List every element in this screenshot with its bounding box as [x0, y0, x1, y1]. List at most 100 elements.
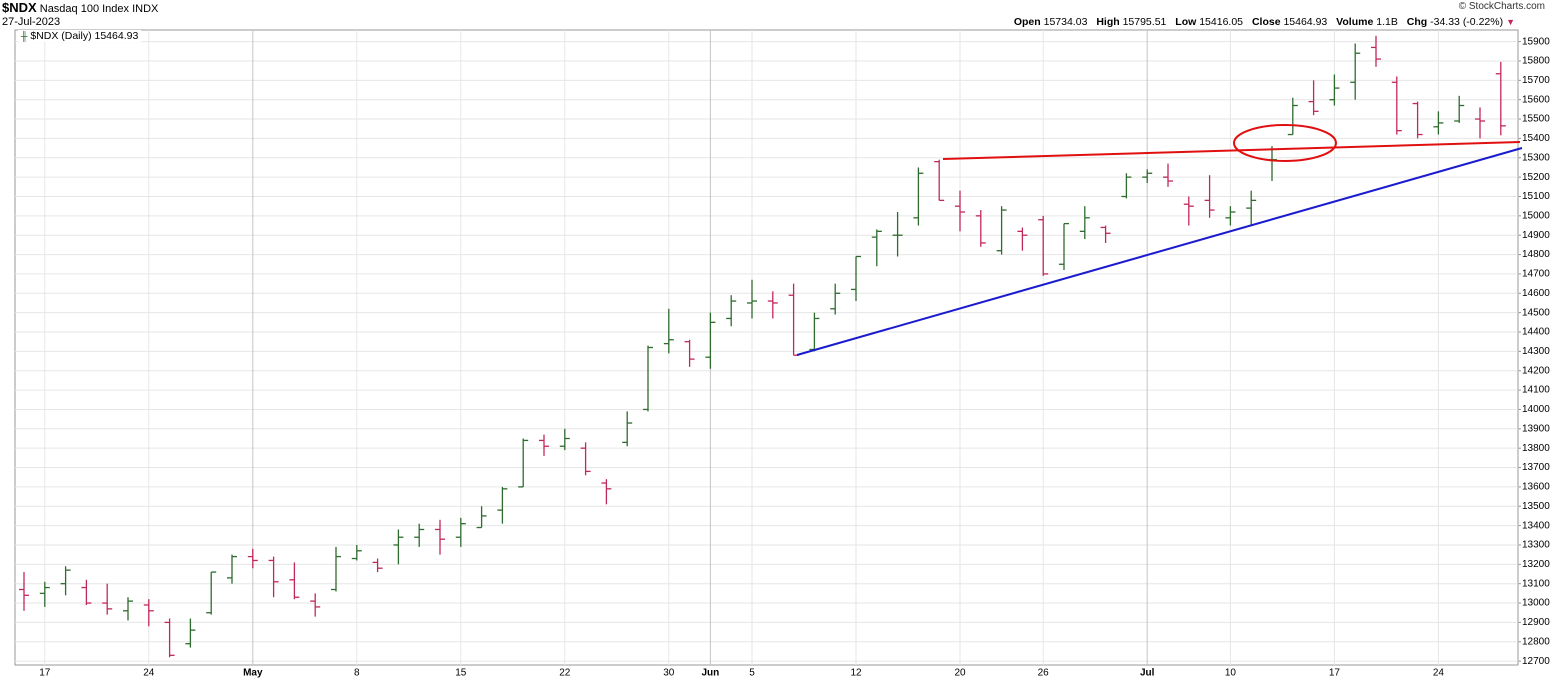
ohlc-bar: [1454, 95, 1465, 123]
quote-label: Volume: [1336, 16, 1374, 28]
x-axis: 17 24 May 8 15 22 30 Jun 5 12 20 26 Jul 10 17 24: [39, 668, 1444, 679]
y-tick-label: 13000: [1522, 598, 1550, 609]
x-tick-label: May: [243, 668, 263, 679]
ohlc-bar: [310, 593, 321, 617]
ohlc-bar: [19, 572, 29, 611]
copyright: © StockCharts.com: [1458, 1, 1545, 12]
ohlc-bar: [996, 206, 1007, 255]
resistance-line: [942, 141, 1521, 160]
quote-value: 1.1B: [1376, 16, 1398, 28]
date: 27-Jul-2023: [2, 16, 61, 28]
ohlc-bar: [1017, 227, 1028, 251]
ohlc-bar: [1183, 196, 1194, 226]
quote: Open 15734.03 High 15795.51 Low 15416.05…: [1008, 16, 1515, 28]
ohlc-bar: [975, 210, 986, 247]
ohlc-bar: [684, 339, 695, 367]
quote-label: Chg: [1406, 16, 1428, 28]
ohlc-bar: [559, 428, 570, 451]
y-tick-label: 15400: [1522, 133, 1550, 144]
ohlc-bar: [331, 546, 341, 592]
x-tick-label: Jul: [1140, 668, 1155, 679]
ohlc-bar: [227, 554, 237, 584]
x-tick-label: 26: [1038, 668, 1050, 679]
ohlc-bar: [476, 506, 487, 529]
support-line: [796, 147, 1523, 356]
ohlc-bar: [747, 279, 757, 319]
ohlc-bar: [1163, 163, 1173, 187]
x-tick-label: 5: [749, 668, 755, 679]
y-tick-label: 15800: [1522, 56, 1550, 67]
y-tick-label: 13100: [1522, 578, 1550, 589]
y-tick-label: 13800: [1522, 443, 1550, 454]
ohlc-bar: [518, 438, 529, 488]
y-tick-label: 15700: [1522, 75, 1550, 86]
y-tick-label: 12800: [1522, 636, 1550, 647]
y-tick-label: 15100: [1522, 191, 1550, 202]
annotations: [796, 124, 1523, 356]
ohlc-bar: [1350, 43, 1361, 100]
quote-value: 15416.05: [1199, 16, 1244, 28]
ohlc-bar: [268, 556, 279, 598]
ohlc-bar: [934, 159, 945, 202]
y-tick-label: 14300: [1522, 346, 1550, 357]
ohlc-bar: [1079, 206, 1090, 240]
quote-label: Close: [1251, 16, 1281, 28]
y-tick-label: 14700: [1522, 269, 1550, 280]
y-tick-label: 13600: [1522, 482, 1550, 493]
ohlc-bar: [123, 597, 133, 621]
bars: [19, 35, 1506, 658]
ohlc-bar: [1371, 35, 1381, 67]
x-tick-label: 17: [39, 668, 51, 679]
ohlc-bar: [830, 283, 841, 315]
legend-value: 15464.93: [94, 30, 139, 42]
y-tick-label: 14000: [1522, 404, 1550, 415]
y-tick-label: 15200: [1522, 172, 1550, 183]
y-tick-label: 13200: [1522, 559, 1550, 570]
y-tick-label: 14200: [1522, 365, 1550, 376]
legend-label: $NDX (Daily): [30, 30, 92, 42]
ohlc-bar: [393, 529, 404, 565]
x-tick-label: 10: [1225, 668, 1237, 679]
y-tick-label: 14600: [1522, 288, 1550, 299]
x-tick-label: Jun: [702, 668, 720, 679]
ohlc-bar: [767, 291, 778, 319]
ohlc-bar: [955, 190, 965, 232]
x-tick-label: 22: [559, 668, 571, 679]
ohlc-bar: [1475, 107, 1485, 139]
y-tick-label: 14800: [1522, 249, 1550, 260]
ohlc-bar: [81, 579, 92, 605]
x-tick-label: 24: [1433, 668, 1445, 679]
quote-value: 15795.51: [1122, 16, 1167, 28]
ohlc-bar: [143, 599, 154, 627]
ohlc-bar: [705, 312, 716, 369]
ohlc-bar: [1204, 175, 1215, 218]
ohlc-bar: [1100, 225, 1111, 243]
y-tick-label: 15500: [1522, 114, 1550, 125]
ohlc-bar: [580, 442, 591, 476]
ohlc-bar: [1142, 169, 1153, 183]
grid: [15, 30, 1518, 665]
y-tick-label: 15300: [1522, 152, 1550, 163]
ohlc-bar: [289, 562, 300, 600]
y-tick-label: 15900: [1522, 36, 1550, 47]
ohlc-bar: [1495, 61, 1506, 136]
y-tick-label: 13300: [1522, 540, 1550, 551]
legend-icon: ╫: [21, 31, 28, 41]
ohlc-bar: [913, 167, 924, 226]
y-tick-label: 14400: [1522, 327, 1550, 338]
exchange: INDX: [132, 3, 159, 15]
y-tick-label: 12700: [1522, 656, 1550, 667]
ohlc-bar: [539, 434, 549, 456]
y-tick-label: 13900: [1522, 423, 1550, 434]
x-tick-label: 24: [143, 668, 155, 679]
ohlc-bar: [643, 345, 653, 412]
ohlc-bar: [1433, 111, 1444, 135]
ohlc-bar: [1329, 74, 1340, 106]
quote-value: 15734.03: [1043, 16, 1088, 28]
y-tick-label: 13500: [1522, 501, 1550, 512]
ohlc-bar: [102, 583, 113, 615]
ohlc-bar: [372, 558, 383, 573]
ohlc-bar: [1287, 97, 1298, 136]
ohlc-bar: [663, 308, 674, 354]
